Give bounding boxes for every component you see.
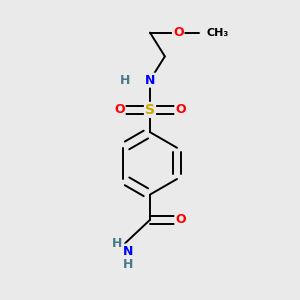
Text: H: H: [122, 258, 133, 271]
Text: H: H: [119, 74, 130, 87]
Text: S: S: [145, 103, 155, 117]
Text: O: O: [173, 26, 184, 39]
Text: N: N: [145, 74, 155, 87]
Text: H: H: [112, 237, 122, 250]
Text: O: O: [175, 213, 186, 226]
Text: CH₃: CH₃: [206, 28, 229, 38]
Text: N: N: [122, 244, 133, 258]
Text: O: O: [114, 103, 125, 116]
Text: O: O: [175, 103, 186, 116]
